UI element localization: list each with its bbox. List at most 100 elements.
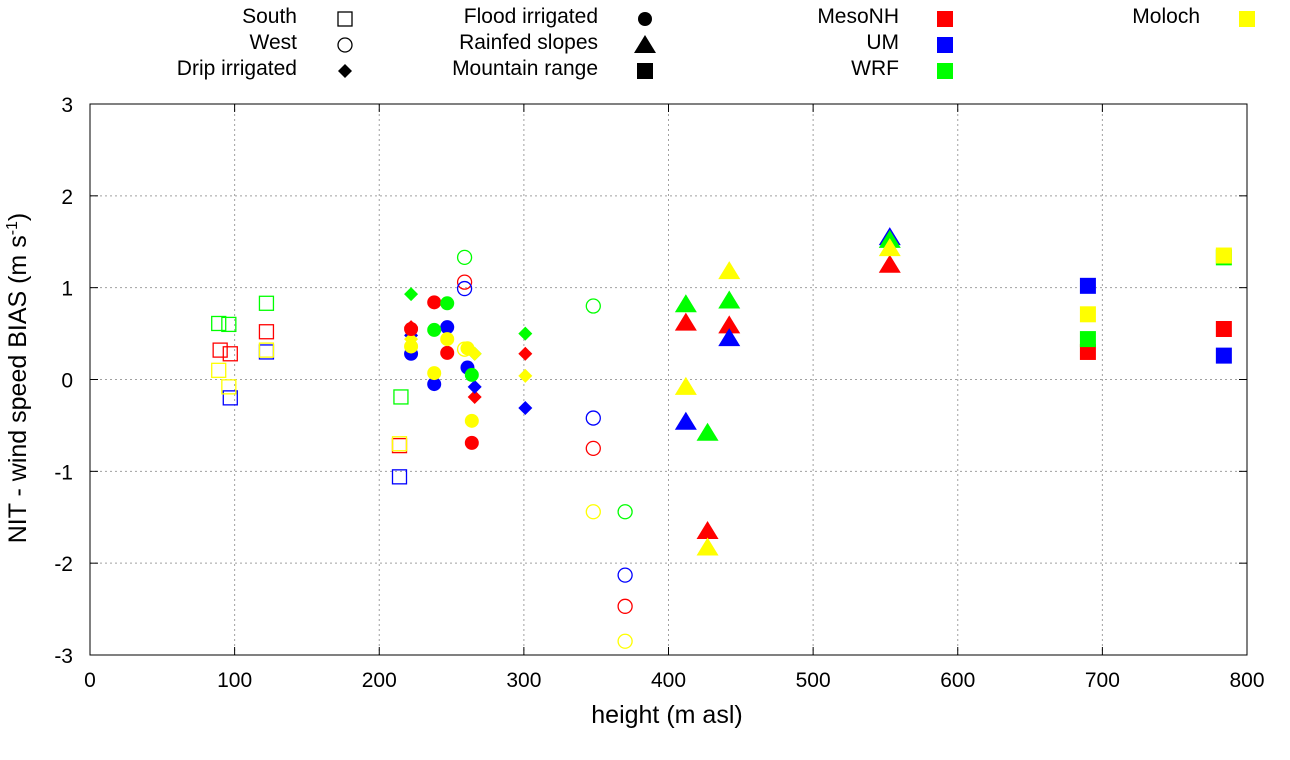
- point-um-west: [617, 567, 633, 583]
- point-mesonh-west: [617, 598, 633, 614]
- point-moloch-west: [617, 633, 633, 649]
- point-wrf-rainfed-slopes: [696, 422, 719, 441]
- point-um-south: [391, 469, 408, 485]
- legend-label: Mountain range: [452, 57, 598, 80]
- point-um-flood-irrigated: [440, 320, 455, 335]
- point-moloch-rainfed-slopes: [878, 238, 901, 257]
- x-tick-label: 100: [217, 669, 252, 692]
- point-mesonh-flood-irrigated: [440, 345, 455, 360]
- point-um-rainfed-slopes: [674, 411, 697, 430]
- legend-marker-filled-diamond: [338, 64, 352, 78]
- legend-marker-filled-triangle: [634, 35, 656, 53]
- point-wrf-west: [585, 298, 601, 314]
- point-moloch-flood-irrigated: [404, 339, 419, 354]
- point-mesonh-west: [585, 440, 601, 457]
- x-tick-label: 400: [651, 669, 686, 692]
- point-um-south: [222, 390, 238, 406]
- point-wrf-flood-irrigated: [464, 367, 479, 382]
- point-mesonh-rainfed-slopes: [696, 521, 719, 540]
- point-um-mountain-range: [1079, 277, 1096, 294]
- legend-label: Flood irrigated: [464, 5, 598, 28]
- point-wrf-south: [393, 389, 409, 405]
- x-axis-title: height (m asl): [591, 701, 742, 729]
- point-mesonh-south: [212, 342, 228, 358]
- y-axis-title-end: ): [4, 213, 32, 221]
- legend-marker-filled-square: [637, 63, 653, 79]
- point-mesonh-mountain-range: [1079, 343, 1096, 360]
- y-axis-title-main: NIT - wind speed BIAS (m s: [4, 235, 32, 543]
- point-mesonh-west: [456, 274, 473, 290]
- point-wrf-mountain-range: [1079, 331, 1096, 348]
- point-um-drip-irrigated: [467, 379, 482, 394]
- point-mesonh-mountain-range: [1215, 320, 1232, 337]
- y-axis-title: NIT - wind speed BIAS (m s-1): [4, 213, 32, 544]
- x-tick-label: 200: [362, 669, 397, 692]
- point-mesonh-south: [222, 346, 238, 362]
- point-moloch-flood-irrigated: [464, 413, 479, 428]
- x-tick-label: 600: [940, 669, 975, 692]
- point-moloch-mountain-range: [1215, 247, 1232, 264]
- point-moloch-west: [585, 504, 601, 520]
- point-moloch-rainfed-slopes: [696, 537, 719, 556]
- point-um-drip-irrigated: [518, 400, 533, 415]
- point-mesonh-rainfed-slopes: [878, 254, 901, 273]
- point-wrf-south: [211, 315, 227, 332]
- axis-ticks: 0 100 200 300 400 500 600 700 800 -3 -2 -1 0 1 2 3: [54, 94, 1264, 692]
- point-wrf-drip-irrigated: [404, 287, 419, 302]
- point-moloch-south: [391, 436, 408, 452]
- point-moloch-flood-irrigated: [460, 341, 475, 356]
- data-points: [211, 227, 1232, 649]
- point-moloch-drip-irrigated: [518, 368, 533, 383]
- point-mesonh-drip-irrigated: [467, 389, 482, 404]
- point-mesonh-rainfed-slopes: [674, 312, 697, 331]
- point-um-rainfed-slopes: [718, 328, 741, 347]
- x-tick-label: 300: [506, 669, 541, 692]
- point-moloch-south: [211, 362, 227, 378]
- y-tick-label: -2: [54, 553, 73, 576]
- point-moloch-rainfed-slopes: [718, 261, 741, 280]
- grid: [90, 104, 1247, 655]
- point-moloch-mountain-range: [1079, 306, 1096, 323]
- point-wrf-flood-irrigated: [427, 322, 442, 337]
- point-wrf-rainfed-slopes: [674, 294, 697, 313]
- point-wrf-west: [617, 504, 633, 520]
- x-tick-label: 0: [84, 669, 96, 692]
- x-tick-label: 800: [1229, 669, 1264, 692]
- point-moloch-flood-irrigated: [440, 332, 455, 347]
- point-mesonh-flood-irrigated: [427, 295, 442, 310]
- point-wrf-rainfed-slopes: [718, 290, 741, 309]
- y-tick-label: 1: [61, 278, 73, 301]
- legend-label: South: [242, 5, 297, 28]
- legend-label: MesoNH: [817, 5, 899, 28]
- legend-label: WRF: [851, 57, 899, 80]
- point-moloch-south: [221, 379, 237, 395]
- point-um-west: [456, 280, 473, 297]
- point-wrf-west: [456, 249, 473, 266]
- point-um-flood-irrigated: [427, 377, 442, 392]
- point-moloch-flood-irrigated: [427, 366, 442, 381]
- point-mesonh-drip-irrigated: [518, 346, 533, 361]
- point-moloch-south: [258, 342, 275, 358]
- y-tick-label: 0: [61, 370, 73, 393]
- legend-swatch-moloch: [1239, 11, 1255, 27]
- legend-marker-filled-circle: [638, 12, 652, 26]
- legend-label: West: [250, 31, 298, 54]
- point-um-west: [585, 410, 601, 426]
- legend-label: Drip irrigated: [177, 57, 297, 80]
- point-moloch-rainfed-slopes: [674, 376, 697, 395]
- legend-swatch-wrf: [937, 63, 953, 79]
- legend-label: Rainfed slopes: [459, 31, 598, 54]
- point-mesonh-flood-irrigated: [464, 435, 479, 450]
- y-axis-title-sup: -1: [4, 221, 21, 235]
- legend-swatch-mesonh: [937, 11, 953, 27]
- point-um-mountain-range: [1215, 347, 1232, 364]
- legend-label: Moloch: [1132, 5, 1200, 28]
- point-wrf-south: [221, 316, 237, 333]
- legend-marker-open-square: [337, 11, 353, 27]
- y-tick-label: -3: [54, 645, 73, 668]
- y-tick-label: -1: [54, 461, 73, 484]
- x-tick-label: 700: [1085, 669, 1120, 692]
- point-wrf-south: [258, 295, 275, 311]
- point-wrf-flood-irrigated: [440, 296, 455, 311]
